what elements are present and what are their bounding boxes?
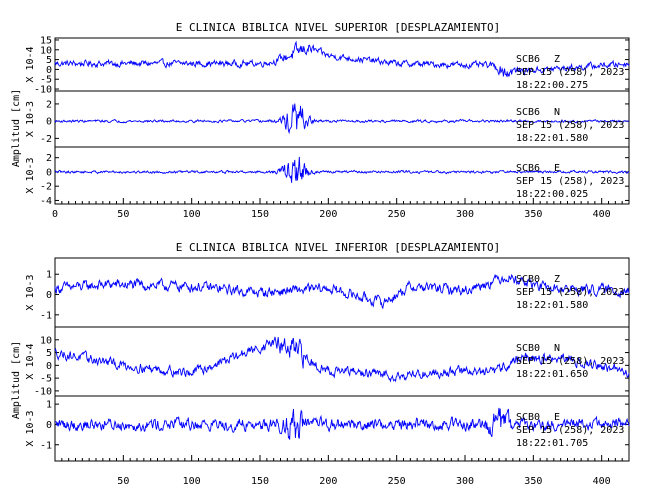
y-tick-label: -10: [34, 386, 52, 397]
seismic-trace: [54, 103, 630, 135]
date-label: SEP 15 (258), 2023: [516, 425, 624, 436]
trace-panel: 10 5 0 -5-10 X 10-4 SCB0 N SEP 15 (258), 2023 18…: [25, 326, 630, 397]
x-tick-label: 200: [319, 209, 337, 220]
trace-panel: 1 0 -1 X 10-3 SCB0 E SEP 15 (258), 2023 18:22:0…: [25, 395, 630, 451]
time-label: 18:22:00.275: [516, 80, 588, 91]
y-tick-label: 2: [46, 99, 52, 110]
component-label: Z: [554, 54, 560, 65]
y-tick-label: -4: [40, 196, 52, 207]
date-label: SEP 15 (258), 2023: [516, 287, 624, 298]
time-label: 18:22:01.580: [516, 300, 588, 311]
y-tick-label: 0: [46, 420, 52, 431]
scale-label: X 10-3: [25, 274, 36, 310]
x-tick-label: 150: [251, 209, 269, 220]
station-label: SCB0: [516, 343, 540, 354]
x-tick-label: 400: [593, 209, 611, 220]
y-tick-label: 0: [46, 65, 52, 76]
seismic-trace: [54, 156, 630, 183]
time-label: 18:22:01.650: [516, 369, 588, 380]
y-tick-label: -1: [40, 440, 52, 451]
y-tick-label: 5: [46, 55, 52, 66]
y-tick-label: 10: [40, 335, 52, 346]
x-tick-label: 0: [52, 209, 58, 220]
station-label: SCB6: [516, 107, 540, 118]
y-tick-label: 0: [46, 361, 52, 372]
x-tick-label: 250: [388, 476, 406, 487]
x-tick-label: 350: [524, 476, 542, 487]
date-label: SEP 15 (258), 2023: [516, 120, 624, 131]
time-label: 18:22:01.705: [516, 438, 588, 449]
time-label: 18:22:00.025: [516, 189, 588, 200]
trace-panel: 1 0 -1 X 10-3 SCB0 Z SEP 15 (258), 2023 18:22:0…: [25, 270, 630, 321]
station-label: SCB0: [516, 274, 540, 285]
chart-title: E CLINICA BIBLICA NIVEL SUPERIOR [DESPLA…: [176, 21, 501, 34]
y-tick-label: -5: [40, 374, 52, 385]
station-label: SCB6: [516, 163, 540, 174]
seismic-trace: [54, 40, 630, 78]
scale-label: X 10-3: [25, 157, 36, 193]
station-label: SCB6: [516, 54, 540, 65]
y-tick-label: 0: [46, 290, 52, 301]
component-label: Z: [554, 274, 560, 285]
y-tick-label: -5: [40, 75, 52, 86]
y-tick-label: -2: [40, 134, 52, 145]
x-tick-label: 100: [183, 476, 201, 487]
scale-label: X 10-3: [25, 101, 36, 137]
scale-label: X 10-3: [25, 410, 36, 446]
y-axis-label: Amplitud [cm]: [11, 89, 22, 167]
y-tick-label: 0: [46, 167, 52, 178]
seismic-trace: [55, 407, 630, 440]
upper-chart: E CLINICA BIBLICA NIVEL SUPERIOR [DESPLA…: [11, 21, 630, 220]
scale-label: X 10-4: [25, 46, 36, 82]
date-label: SEP 15 (258), 2023: [516, 356, 624, 367]
trace-panel: 2 0 -2 X 10-3 SCB6 N SEP 15 (258), 2023 18:22:0…: [25, 90, 630, 145]
y-tick-label: 1: [46, 270, 52, 281]
date-label: SEP 15 (258), 2023: [516, 67, 624, 78]
y-tick-label: 10: [40, 45, 52, 56]
x-tick-label: 300: [456, 209, 474, 220]
x-tick-label: 250: [388, 209, 406, 220]
date-label: SEP 15 (258), 2023: [516, 176, 624, 187]
time-label: 18:22:01.580: [516, 133, 588, 144]
station-label: SCB0: [516, 412, 540, 423]
x-tick-label: 50: [117, 209, 129, 220]
x-tick-label: 300: [456, 476, 474, 487]
x-tick-label: 150: [251, 476, 269, 487]
y-tick-label: 5: [46, 348, 52, 359]
component-label: N: [554, 107, 560, 118]
chart-title: E CLINICA BIBLICA NIVEL INFERIOR [DESPLA…: [176, 241, 501, 254]
x-tick-label: 400: [593, 476, 611, 487]
lower-chart: E CLINICA BIBLICA NIVEL INFERIOR [DESPLA…: [11, 241, 630, 487]
scale-label: X 10-4: [25, 343, 36, 379]
y-tick-label: 15: [40, 35, 52, 46]
x-tick-label: 350: [524, 209, 542, 220]
component-label: E: [554, 412, 560, 423]
x-tick-label: 100: [183, 209, 201, 220]
y-tick-label: 2: [46, 153, 52, 164]
trace-panel: 2 0 -2 -4 X 10-3 SCB6 E SEP 15 (258), 2023 18:22…: [25, 146, 630, 207]
x-tick-label: 50: [117, 476, 129, 487]
y-tick-label: -10: [34, 85, 52, 96]
component-label: E: [554, 163, 560, 174]
y-tick-label: 0: [46, 117, 52, 128]
seismic-trace: [54, 273, 630, 310]
x-tick-label: 200: [319, 476, 337, 487]
component-label: N: [554, 343, 560, 354]
y-tick-label: 1: [46, 400, 52, 411]
seismic-trace: [54, 336, 630, 383]
y-tick-label: -2: [40, 182, 52, 193]
y-tick-label: -1: [40, 310, 52, 321]
y-axis-label: Amplitud [cm]: [11, 341, 22, 419]
